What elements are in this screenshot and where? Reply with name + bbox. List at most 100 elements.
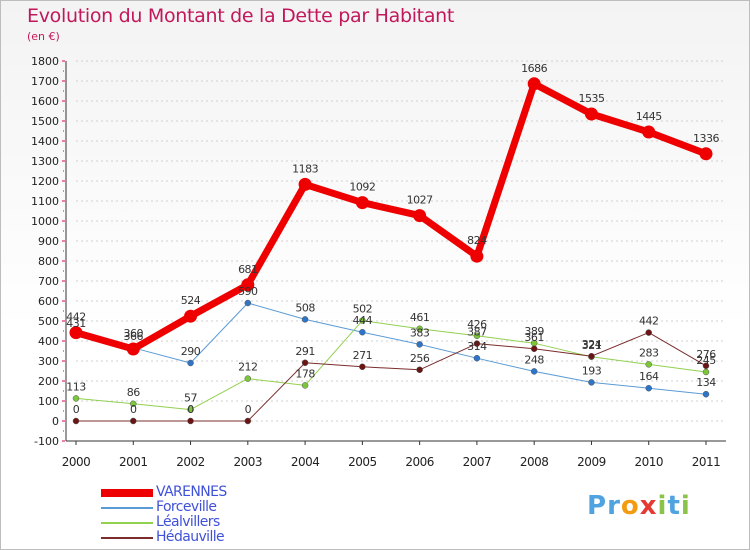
y-tick-label: 700 [38, 275, 59, 288]
data-label-forceville: 314 [467, 340, 487, 353]
data-label-forceville: 444 [353, 314, 373, 327]
data-label-varennes: 1092 [349, 181, 375, 194]
data-point-varennes [126, 342, 140, 356]
data-point-forceville [244, 299, 252, 307]
y-tick-label: 1200 [31, 175, 59, 188]
data-label-varennes: 442 [66, 311, 86, 324]
data-label-hedauville: 276 [696, 348, 716, 361]
y-tick-label: 800 [38, 255, 59, 268]
data-label-lealvillers: 426 [467, 318, 487, 331]
y-tick-label: 1800 [31, 55, 59, 68]
data-label-forceville: 431 [66, 317, 86, 330]
data-label-hedauville: 291 [295, 345, 315, 358]
data-label-varennes: 1686 [521, 62, 547, 75]
chart-subtitle: (en €) [27, 30, 60, 43]
data-point-forceville [187, 359, 194, 367]
legend-item-hedauville: Hédauville [101, 529, 301, 545]
data-point-hedauville [301, 359, 309, 367]
data-point-varennes [470, 249, 484, 263]
y-tick-label: 1100 [31, 195, 59, 208]
data-label-lealvillers: 113 [66, 380, 86, 393]
x-tick-label: 2001 [119, 455, 148, 469]
data-point-hedauville [702, 362, 710, 370]
logo-letter: i [680, 491, 691, 521]
data-label-hedauville: 0 [73, 403, 80, 416]
data-point-hedauville [645, 329, 652, 336]
logo-letter: i [657, 491, 668, 521]
data-point-forceville [702, 390, 710, 398]
data-point-forceville [645, 384, 652, 392]
y-tick-label: 1700 [31, 75, 59, 88]
legend-item-lealvillers: Léalvillers [101, 514, 301, 530]
logo-letter: o [620, 491, 640, 521]
series-layer [69, 77, 713, 425]
data-point-hedauville [130, 417, 137, 425]
data-point-lealvillers [702, 368, 710, 376]
legend-item-varennes: VARENNES [101, 484, 301, 500]
data-label-forceville: 164 [639, 370, 659, 383]
data-label-forceville: 193 [582, 364, 602, 377]
data-label-lealvillers: 86 [127, 386, 140, 399]
data-label-forceville: 248 [524, 353, 544, 366]
y-tick-label: 1300 [31, 155, 59, 168]
chart-title: Evolution du Montant de la Dette par Hab… [27, 5, 455, 27]
data-label-lealvillers: 321 [582, 339, 602, 352]
data-point-lealvillers [416, 325, 423, 333]
data-label-hedauville: 442 [639, 315, 659, 328]
logo-letter: t [667, 491, 681, 521]
data-label-varennes: 1183 [292, 162, 318, 175]
x-tick-label: 2009 [577, 455, 606, 469]
data-point-hedauville [187, 417, 194, 425]
y-tick-label: 900 [38, 235, 59, 248]
x-tick-label: 2010 [634, 455, 663, 469]
data-point-varennes [642, 125, 656, 139]
series-line-forceville [75, 302, 707, 395]
legend-item-forceville: Forceville [101, 499, 301, 515]
data-label-lealvillers: 245 [696, 354, 716, 367]
y-tick-label: 1400 [31, 135, 59, 148]
y-tick-label: 100 [38, 395, 59, 408]
legend-label-lealvillers: Léalvillers [156, 514, 220, 530]
legend-label-forceville: Forceville [156, 499, 217, 515]
data-point-varennes [298, 177, 312, 191]
data-point-lealvillers [244, 375, 252, 382]
data-label-forceville: 383 [410, 326, 430, 339]
data-label-hedauville: 361 [524, 331, 544, 344]
y-tick-label: -100 [34, 435, 59, 448]
legend: VARENNES Forceville Léalvillers Hédauville [101, 484, 301, 545]
x-tick-label: 2003 [234, 455, 263, 469]
x-tick-label: 2011 [692, 455, 721, 469]
data-point-lealvillers [473, 332, 481, 340]
data-label-varennes: 524 [181, 294, 201, 307]
data-point-forceville [416, 341, 423, 348]
data-label-hedauville: 0 [187, 403, 194, 416]
data-point-forceville [530, 368, 538, 375]
data-label-varennes: 1535 [578, 92, 604, 105]
legend-label-varennes: VARENNES [156, 484, 227, 500]
data-label-forceville: 508 [295, 301, 315, 314]
data-point-lealvillers [72, 395, 80, 402]
x-tick-label: 2007 [463, 455, 492, 469]
data-label-lealvillers: 389 [524, 325, 544, 338]
data-point-varennes [184, 309, 198, 323]
data-label-lealvillers: 461 [410, 311, 430, 324]
data-point-lealvillers [359, 317, 366, 324]
data-point-lealvillers [645, 361, 652, 368]
y-tick-label: 500 [38, 315, 59, 328]
data-point-varennes [527, 77, 541, 91]
data-label-varennes: 824 [467, 234, 487, 247]
legend-swatch-forceville [101, 507, 153, 509]
data-point-lealvillers [301, 382, 309, 389]
data-point-varennes [69, 326, 83, 340]
data-label-hedauville: 0 [245, 403, 252, 416]
y-tick-label: 1600 [31, 95, 59, 108]
data-label-varennes: 360 [124, 327, 144, 340]
series-line-lealvillers [75, 320, 707, 411]
data-label-hedauville: 256 [410, 352, 430, 365]
data-point-forceville [301, 316, 309, 323]
data-point-hedauville [359, 363, 366, 371]
data-label-layer: 431 366 290 590 508 444 383 314 248 193 164 134 113 8… [66, 62, 720, 416]
legend-swatch-hedauville [101, 537, 153, 539]
data-point-hedauville [473, 340, 481, 347]
